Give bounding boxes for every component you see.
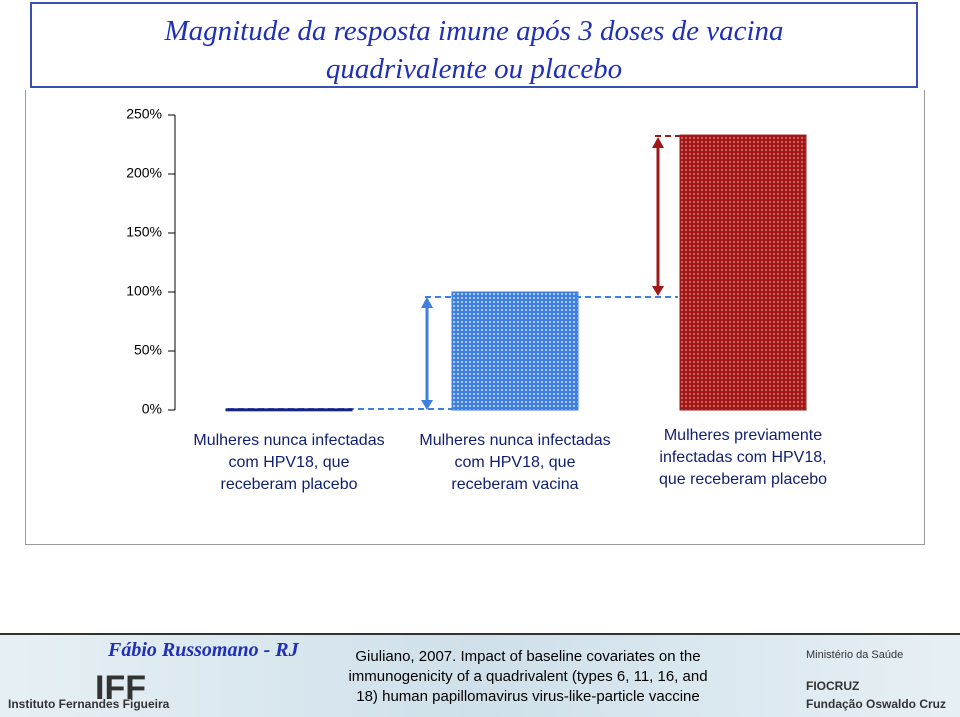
bar <box>225 408 353 412</box>
x-tick-label: Mulheres nunca infectadas com HPV18, que… <box>419 432 611 493</box>
slide-title: Magnitude da resposta imune após 3 doses… <box>30 2 918 88</box>
ministry: Ministério da Saúde <box>806 649 904 661</box>
bar <box>679 134 807 411</box>
citation: Giuliano, 2007. Impact of baseline covar… <box>348 648 708 705</box>
y-tick-label: 100% <box>126 283 162 299</box>
logo-text: FIOCRUZ <box>806 679 860 693</box>
x-tick-label: Mulheres previamente infectadas com HPV1… <box>658 427 828 488</box>
author: Fábio Russomano - RJ <box>108 639 299 661</box>
logo-text: IFF <box>95 669 146 707</box>
x-tick-label: Mulheres nunca infectadas com HPV18, que… <box>193 432 385 493</box>
institution: Fundação Oswaldo Cruz <box>806 697 947 711</box>
footer: Fábio Russomano - RJ Giuliano, 2007. Imp… <box>0 633 960 717</box>
y-tick-label: 0% <box>142 401 162 417</box>
chart: 0% 50% 100% 150% 200% 250% <box>126 106 807 417</box>
institution: Instituto Fernandes Figueira <box>8 697 170 711</box>
y-tick-label: 250% <box>126 106 162 122</box>
y-tick-label: 200% <box>126 165 162 181</box>
chart-frame <box>25 90 925 545</box>
y-tick-label: 150% <box>126 224 162 240</box>
y-tick-label: 50% <box>134 342 162 358</box>
bar <box>451 291 579 411</box>
